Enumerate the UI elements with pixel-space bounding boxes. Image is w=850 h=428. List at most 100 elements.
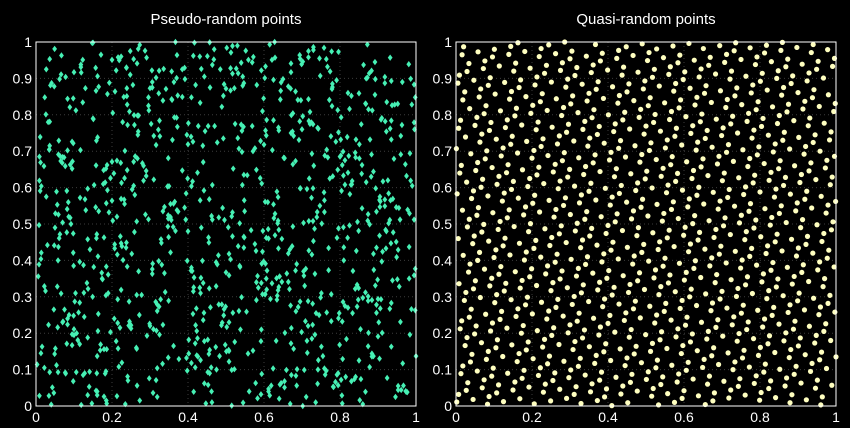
pseudo-point — [64, 187, 70, 195]
quasi-point — [712, 71, 719, 77]
quasi-point — [721, 170, 727, 176]
pseudo-point — [47, 118, 53, 125]
pseudo-point — [263, 63, 268, 70]
pseudo-point — [411, 216, 417, 223]
pseudo-point — [135, 131, 141, 139]
pseudo-point — [124, 263, 130, 270]
pseudo-point — [320, 352, 326, 360]
quasi-y-tick-label: 0.7 — [433, 143, 453, 159]
pseudo-point — [290, 223, 296, 230]
pseudo-point — [393, 238, 399, 246]
quasi-point — [790, 73, 796, 79]
pseudo-point — [90, 115, 96, 122]
pseudo-point — [380, 178, 386, 185]
pseudo-point — [106, 79, 112, 86]
quasi-point — [476, 94, 482, 100]
pseudo-point — [315, 125, 321, 132]
pseudo-x-tick-label: 0.8 — [330, 409, 350, 425]
pseudo-point — [221, 312, 227, 319]
pseudo-point — [100, 180, 106, 188]
quasi-point — [548, 398, 554, 404]
pseudo-point — [294, 260, 300, 268]
pseudo-point — [112, 88, 118, 95]
quasi-point — [596, 123, 602, 130]
quasi-point — [810, 139, 816, 146]
quasi-point — [559, 112, 565, 119]
quasi-y-tick-label: 0.2 — [433, 325, 453, 341]
pseudo-point — [67, 103, 73, 111]
quasi-point — [618, 182, 624, 189]
pseudo-point — [405, 206, 411, 214]
quasi-point — [761, 369, 767, 375]
pseudo-point — [127, 108, 132, 115]
quasi-point — [668, 206, 675, 213]
quasi-point — [608, 247, 614, 253]
pseudo-point — [341, 244, 347, 251]
quasi-point — [478, 184, 484, 190]
quasi-point — [618, 391, 624, 397]
pseudo-point — [135, 45, 141, 53]
pseudo-point — [72, 298, 78, 305]
pseudo-point — [293, 372, 299, 379]
quasi-point — [471, 233, 477, 239]
quasi-point — [734, 130, 741, 136]
quasi-point — [510, 178, 516, 185]
quasi-point — [467, 261, 473, 267]
pseudo-point — [333, 378, 338, 386]
quasi-point — [597, 324, 604, 330]
pseudo-point — [94, 370, 100, 377]
quasi-point — [666, 227, 672, 233]
quasi-point — [665, 182, 671, 188]
pseudo-point — [371, 266, 377, 274]
quasi-point — [753, 217, 759, 223]
pseudo-point — [52, 210, 58, 217]
pseudo-point — [277, 96, 283, 103]
pseudo-point — [343, 373, 349, 381]
quasi-point — [533, 282, 540, 289]
pseudo-point — [353, 247, 359, 255]
quasi-point — [776, 112, 782, 119]
quasi-point — [578, 192, 585, 198]
quasi-point — [503, 170, 510, 176]
pseudo-point — [382, 118, 388, 125]
pseudo-point — [377, 232, 382, 239]
pseudo-point — [348, 181, 354, 188]
pseudo-point — [258, 338, 264, 345]
quasi-point — [654, 46, 660, 52]
pseudo-point — [272, 232, 278, 239]
quasi-point — [760, 324, 766, 330]
pseudo-point — [60, 219, 65, 226]
quasi-point — [473, 323, 479, 329]
quasi-point — [677, 305, 683, 312]
quasi-point — [812, 132, 818, 138]
quasi-point — [679, 297, 685, 304]
pseudo-point — [151, 132, 157, 140]
quasi-points — [453, 39, 839, 409]
pseudo-point — [298, 97, 304, 104]
pseudo-point — [309, 251, 315, 258]
pseudo-point — [254, 279, 259, 286]
pseudo-point — [156, 90, 162, 97]
pseudo-point — [185, 228, 191, 235]
pseudo-point — [345, 89, 351, 97]
quasi-point — [556, 133, 562, 139]
quasi-point — [725, 350, 731, 356]
quasi-point — [768, 169, 774, 175]
pseudo-point — [276, 127, 282, 134]
pseudo-x-tick-label: 0 — [32, 409, 40, 425]
quasi-point — [726, 395, 732, 401]
pseudo-point — [184, 354, 189, 362]
pseudo-point — [56, 243, 61, 251]
quasi-point — [575, 363, 581, 369]
pseudo-point — [169, 95, 175, 103]
pseudo-point — [219, 301, 225, 308]
pseudo-point — [65, 95, 70, 102]
quasi-point — [504, 215, 510, 221]
quasi-point — [468, 151, 474, 157]
pseudo-point — [254, 296, 259, 304]
pseudo-point — [200, 158, 206, 166]
pseudo-point — [367, 363, 373, 371]
quasi-point — [479, 385, 485, 391]
quasi-x-tick-label: 0 — [452, 409, 460, 425]
quasi-point — [823, 210, 829, 216]
